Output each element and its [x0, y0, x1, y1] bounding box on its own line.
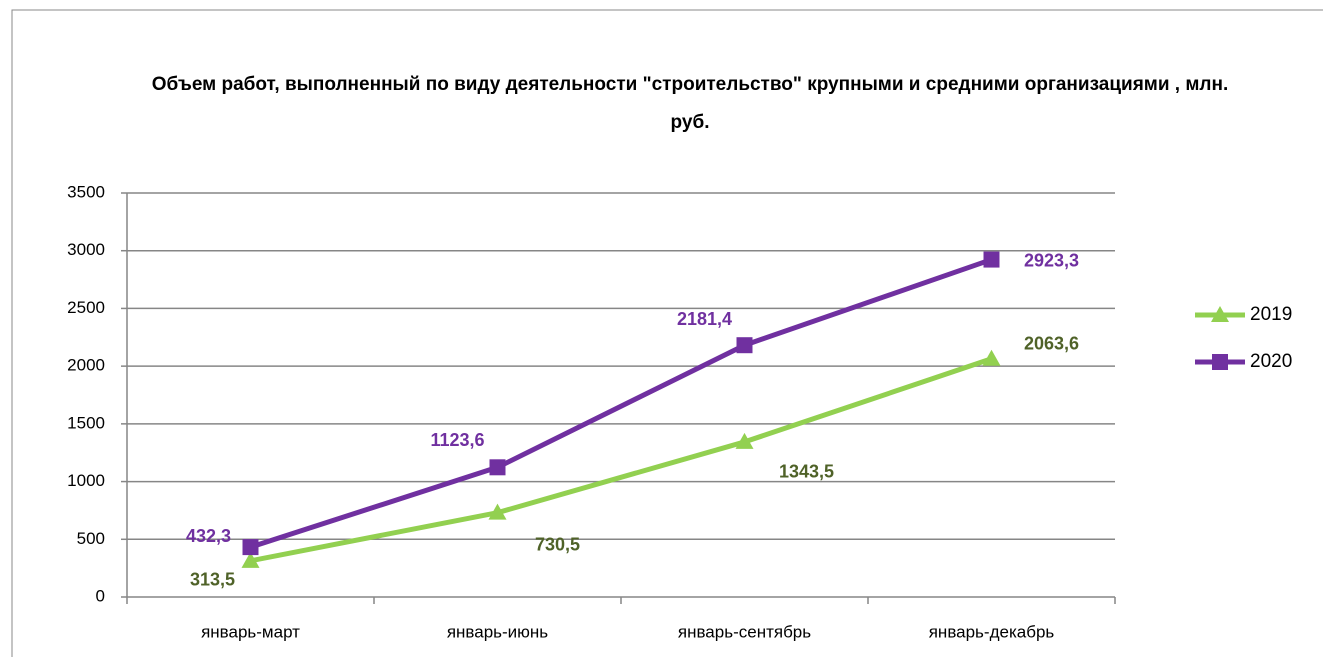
x-tick-label: январь-сентябрь — [678, 622, 811, 641]
marker — [983, 251, 1000, 268]
x-tick-label: январь-декабрь — [929, 622, 1055, 641]
marker — [242, 539, 259, 556]
marker — [982, 349, 1001, 366]
series-line — [250, 356, 993, 564]
legend-label: 2019 — [1250, 304, 1292, 325]
data-label: 2923,3 — [1024, 250, 1079, 270]
marker — [241, 551, 260, 568]
y-tick-label: 1000 — [67, 471, 105, 490]
data-label: 313,5 — [190, 570, 235, 590]
y-tick-label: 500 — [77, 529, 105, 548]
y-tick-label: 2000 — [67, 356, 105, 375]
chart-frame — [11, 9, 1323, 657]
legend-label: 2020 — [1250, 351, 1292, 372]
x-tick-label: январь-июнь — [447, 622, 548, 641]
x-tick-label: январь-март — [201, 622, 300, 641]
chart-title: Объем работ, выполненный по виду деятель… — [151, 74, 1229, 133]
y-tick-label: 3000 — [67, 240, 105, 259]
legend-marker — [1211, 306, 1229, 322]
legend-marker — [1212, 354, 1228, 370]
data-label: 1123,6 — [430, 430, 484, 450]
marker — [735, 432, 754, 449]
series-line — [249, 257, 993, 550]
data-label: 2063,6 — [1024, 334, 1079, 354]
y-tick-label: 2500 — [67, 298, 105, 317]
data-label: 2181,4 — [677, 309, 732, 329]
marker — [488, 503, 507, 520]
data-label: 730,5 — [535, 534, 580, 554]
y-tick-label: 1500 — [67, 413, 105, 432]
data-label: 1343,5 — [779, 462, 834, 482]
y-tick-label: 0 — [96, 586, 105, 605]
marker — [736, 337, 753, 354]
data-label: 432,3 — [186, 526, 231, 546]
y-tick-label: 3500 — [67, 182, 105, 201]
marker — [489, 459, 506, 476]
